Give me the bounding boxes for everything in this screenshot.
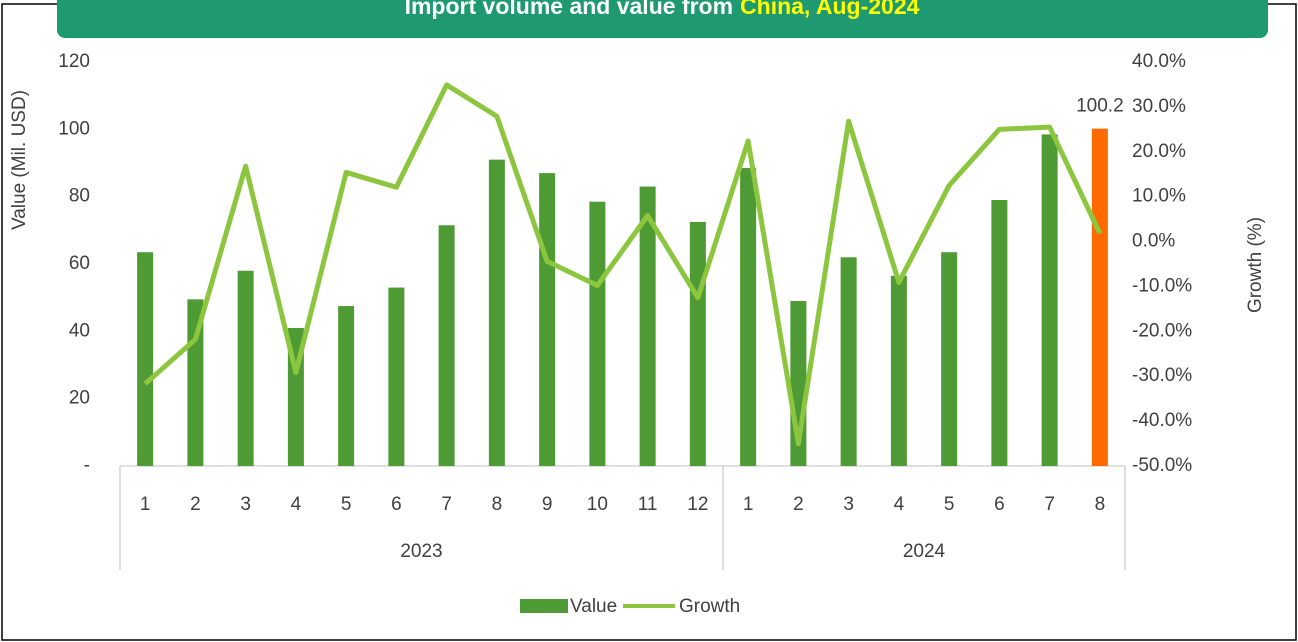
line [143, 82, 1103, 447]
y2-tick-label: 10.0% [1132, 186, 1186, 207]
x-tick-label: 3 [240, 494, 251, 515]
bar [338, 306, 355, 466]
x-tick-label: 6 [391, 494, 402, 515]
bar [740, 168, 757, 467]
bar [1041, 134, 1058, 466]
x-tick-label: 11 [638, 494, 658, 515]
x-tick-label: 10 [587, 494, 608, 515]
y-tick-label: 80 [69, 186, 90, 207]
x-tick-label: 6 [994, 494, 1005, 515]
y2-tick-label: -50.0% [1132, 455, 1192, 476]
x-tick-label: 2 [190, 494, 201, 515]
x-tick-label: 12 [687, 494, 708, 515]
y2-tick-label: -30.0% [1132, 365, 1192, 386]
x-tick-label: 8 [1095, 494, 1106, 515]
group-label: 2024 [903, 541, 946, 562]
y-tick-label: 20 [69, 388, 90, 409]
x-tick-label: 1 [140, 494, 151, 515]
y2-tick-label: 0.0% [1132, 231, 1175, 252]
group-label: 2023 [400, 541, 442, 562]
x-tick-label: 7 [1044, 494, 1055, 515]
legend-label: Growth [679, 596, 740, 617]
x-tick-label: 2 [793, 494, 804, 515]
y-tick-label: 100 [58, 118, 90, 139]
title-highlight: China, Aug-2024 [740, 0, 920, 19]
y-tick-label: - [84, 455, 90, 476]
bar [539, 173, 556, 466]
y2-tick-label: -20.0% [1132, 320, 1192, 341]
bar [488, 159, 505, 466]
bar [1091, 128, 1108, 466]
y-tick-label: 120 [58, 51, 90, 72]
y-axis-title: Value (Mil. USD) [9, 90, 30, 230]
bar [438, 225, 455, 466]
y2-tick-label: -40.0% [1132, 410, 1192, 431]
y2-tick-label: 40.0% [1132, 51, 1186, 72]
y2-axis-title: Growth (%) [1245, 217, 1266, 313]
y-tick-label: 60 [69, 253, 90, 274]
x-tick-label: 4 [291, 494, 302, 515]
x-tick-label: 7 [441, 494, 452, 515]
bar [639, 186, 656, 467]
x-tick-label: 5 [341, 494, 352, 515]
bar [137, 252, 154, 466]
title-box [57, 0, 1268, 38]
bar [589, 201, 606, 466]
bar [388, 287, 405, 466]
x-tick-label: 4 [894, 494, 905, 515]
x-tick-label: 9 [542, 494, 553, 515]
title-main: Import volume and value from [405, 0, 733, 19]
x-tick-label: 1 [743, 494, 754, 515]
legend-swatch [520, 599, 568, 613]
y2-tick-label: 20.0% [1132, 141, 1186, 162]
bar [991, 200, 1008, 467]
bar [237, 270, 254, 466]
x-tick-label: 8 [492, 494, 503, 515]
y-tick-label: 40 [69, 320, 90, 341]
bar [890, 275, 907, 466]
bar [689, 221, 706, 466]
x-tick-label: 3 [843, 494, 854, 515]
x-tick-label: 5 [944, 494, 955, 515]
data-label: 100.2 [1076, 96, 1124, 117]
y2-tick-label: 30.0% [1132, 96, 1186, 117]
y2-tick-label: -10.0% [1132, 275, 1192, 296]
chart-title: Import volume and value from China, Aug-2… [405, 0, 920, 19]
bar [840, 257, 857, 466]
bar [941, 252, 958, 466]
legend-label: Value [570, 596, 617, 617]
